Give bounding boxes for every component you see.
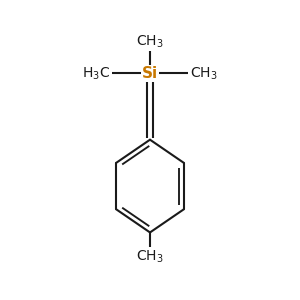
Text: CH$_3$: CH$_3$ (136, 34, 164, 50)
Text: H$_3$C: H$_3$C (82, 65, 110, 82)
Text: Si: Si (142, 66, 158, 81)
Text: CH$_3$: CH$_3$ (136, 249, 164, 265)
Text: CH$_3$: CH$_3$ (190, 65, 218, 82)
